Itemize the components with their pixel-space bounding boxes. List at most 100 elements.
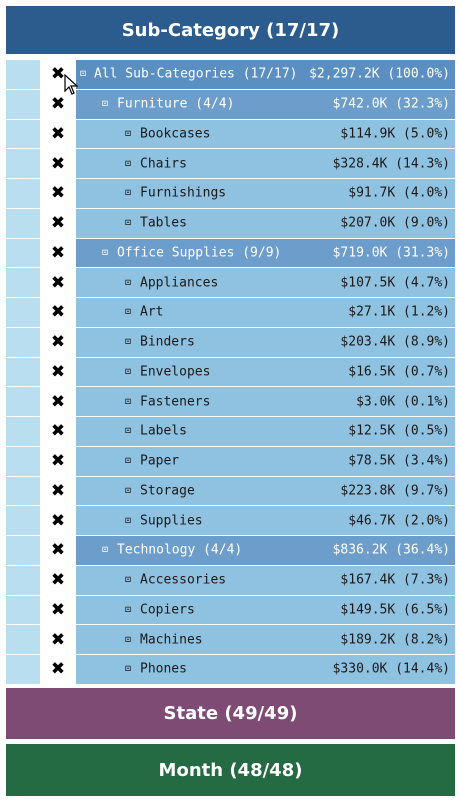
expand-toggle-icon[interactable]: ⊡: [125, 217, 132, 229]
filter-row[interactable]: ✖ ⊡ Storage $223.8K (9.7%): [6, 476, 455, 507]
row-content[interactable]: ⊡ Machines $189.2K (8.2%): [76, 625, 455, 654]
row-label: Bookcases: [140, 126, 211, 142]
filter-row[interactable]: ✖ ⊡ Tables $207.0K (9.0%): [6, 208, 455, 239]
exclude-icon[interactable]: ✖: [41, 327, 75, 357]
expand-toggle-icon[interactable]: ⊡: [125, 306, 132, 318]
row-content[interactable]: ⊡ Binders $203.4K (8.9%): [76, 327, 455, 357]
row-content[interactable]: ⊡ All Sub-Categories (17/17) $2,297.2K (10…: [76, 60, 455, 89]
filter-row[interactable]: ✖ ⊡ Machines $189.2K (8.2%): [6, 625, 455, 655]
row-marker: [6, 327, 40, 357]
expand-toggle-icon[interactable]: ⊡: [125, 366, 132, 378]
row-value: $2,297.2K (100.0%): [309, 66, 450, 82]
expand-toggle-icon[interactable]: ⊡: [125, 336, 132, 348]
filter-row[interactable]: ✖ ⊡ Supplies $46.7K (2.0%): [6, 506, 455, 536]
row-content[interactable]: ⊡ Storage $223.8K (9.7%): [76, 476, 455, 506]
filter-row[interactable]: ✖ ⊡ Art $27.1K (1.2%): [6, 298, 455, 328]
row-content[interactable]: ⊡ Office Supplies (9/9) $719.0K (31.3%): [76, 238, 455, 268]
row-marker: [6, 60, 40, 89]
row-content[interactable]: ⊡ Accessories $167.4K (7.3%): [76, 565, 455, 595]
expand-toggle-icon[interactable]: ⊡: [125, 425, 132, 437]
row-content[interactable]: ⊡ Phones $330.0K (14.4%): [76, 655, 455, 684]
row-label: Furnishings: [140, 185, 227, 201]
filter-row[interactable]: ✖ ⊡ Furnishings $91.7K (4.0%): [6, 179, 455, 209]
expand-toggle-icon[interactable]: ⊡: [125, 515, 132, 527]
row-value: $27.1K (1.2%): [348, 304, 450, 320]
row-content[interactable]: ⊡ Furnishings $91.7K (4.0%): [76, 179, 455, 208]
expand-toggle-icon[interactable]: ⊡: [125, 128, 132, 140]
row-content[interactable]: ⊡ Supplies $46.7K (2.0%): [76, 506, 455, 535]
row-content[interactable]: ⊡ Copiers $149.5K (6.5%): [76, 595, 455, 625]
exclude-icon[interactable]: ✖: [41, 476, 75, 506]
filter-row[interactable]: ✖ ⊡ Appliances $107.5K (4.7%): [6, 268, 455, 298]
expand-toggle-icon[interactable]: ⊡: [125, 604, 132, 616]
filter-row[interactable]: ✖ ⊡ Technology (4/4) $836.2K (36.4%): [6, 536, 455, 566]
expand-toggle-icon[interactable]: ⊡: [102, 98, 109, 110]
exclude-icon[interactable]: ✖: [41, 357, 75, 387]
row-marker: [6, 506, 40, 535]
row-content[interactable]: ⊡ Labels $12.5K (0.5%): [76, 417, 455, 446]
filter-row[interactable]: ✖ ⊡ Bookcases $114.9K (5.0%): [6, 119, 455, 150]
filter-row[interactable]: ✖ ⊡ Paper $78.5K (3.4%): [6, 446, 455, 477]
filter-row[interactable]: ✖ ⊡ Office Supplies (9/9) $719.0K (31.3%): [6, 238, 455, 269]
row-content[interactable]: ⊡ Envelopes $16.5K (0.7%): [76, 357, 455, 387]
exclude-icon[interactable]: ✖: [41, 446, 75, 476]
filter-row[interactable]: ✖ ⊡ Furniture (4/4) $742.0K (32.3%): [6, 89, 455, 120]
exclude-icon[interactable]: ✖: [41, 625, 75, 654]
exclude-icon[interactable]: ✖: [41, 268, 75, 297]
exclude-icon[interactable]: ✖: [41, 298, 75, 327]
expand-toggle-icon[interactable]: ⊡: [125, 485, 132, 497]
row-value: $3.0K (0.1%): [356, 394, 450, 410]
filter-row[interactable]: ✖ ⊡ Phones $330.0K (14.4%): [6, 655, 455, 685]
filter-row[interactable]: ✖ ⊡ Labels $12.5K (0.5%): [6, 417, 455, 447]
exclude-icon[interactable]: ✖: [41, 506, 75, 535]
expand-toggle-icon[interactable]: ⊡: [125, 277, 132, 289]
exclude-icon[interactable]: ✖: [41, 60, 75, 89]
row-content[interactable]: ⊡ Technology (4/4) $836.2K (36.4%): [76, 536, 455, 565]
exclude-icon[interactable]: ✖: [41, 179, 75, 208]
row-content[interactable]: ⊡ Tables $207.0K (9.0%): [76, 208, 455, 238]
state-filter-header[interactable]: State (49/49): [6, 688, 455, 739]
expand-toggle-icon[interactable]: ⊡: [125, 574, 132, 586]
row-content[interactable]: ⊡ Paper $78.5K (3.4%): [76, 446, 455, 476]
expand-toggle-icon[interactable]: ⊡: [125, 158, 132, 170]
exclude-icon[interactable]: ✖: [41, 595, 75, 625]
exclude-icon[interactable]: ✖: [41, 119, 75, 149]
expand-toggle-icon[interactable]: ⊡: [125, 396, 132, 408]
exclude-icon[interactable]: ✖: [41, 149, 75, 178]
row-content[interactable]: ⊡ Fasteners $3.0K (0.1%): [76, 387, 455, 416]
filter-row[interactable]: ✖ ⊡ Accessories $167.4K (7.3%): [6, 565, 455, 596]
filter-row[interactable]: ✖ ⊡ Copiers $149.5K (6.5%): [6, 595, 455, 626]
expand-toggle-icon[interactable]: ⊡: [102, 247, 109, 259]
row-marker: [6, 149, 40, 178]
filter-row[interactable]: ✖ ⊡ All Sub-Categories (17/17) $2,297.2K (1…: [6, 60, 455, 90]
exclude-icon[interactable]: ✖: [41, 565, 75, 595]
exclude-icon[interactable]: ✖: [41, 655, 75, 684]
row-content[interactable]: ⊡ Bookcases $114.9K (5.0%): [76, 119, 455, 149]
expand-toggle-icon[interactable]: ⊡: [125, 663, 132, 675]
exclude-icon[interactable]: ✖: [41, 89, 75, 119]
exclude-icon[interactable]: ✖: [41, 387, 75, 416]
row-content[interactable]: ⊡ Appliances $107.5K (4.7%): [76, 268, 455, 297]
filter-row[interactable]: ✖ ⊡ Envelopes $16.5K (0.7%): [6, 357, 455, 388]
exclude-icon[interactable]: ✖: [41, 238, 75, 268]
exclude-icon[interactable]: ✖: [41, 536, 75, 565]
filter-row[interactable]: ✖ ⊡ Fasteners $3.0K (0.1%): [6, 387, 455, 417]
row-marker: [6, 238, 40, 268]
row-content[interactable]: ⊡ Chairs $328.4K (14.3%): [76, 149, 455, 178]
exclude-icon[interactable]: ✖: [41, 417, 75, 446]
subcategory-filter-header[interactable]: Sub-Category (17/17): [6, 6, 455, 54]
exclude-icon[interactable]: ✖: [41, 208, 75, 238]
row-value: $78.5K (3.4%): [348, 453, 450, 469]
row-content[interactable]: ⊡ Furniture (4/4) $742.0K (32.3%): [76, 89, 455, 119]
expand-toggle-icon[interactable]: ⊡: [102, 544, 109, 556]
row-content[interactable]: ⊡ Art $27.1K (1.2%): [76, 298, 455, 327]
expand-toggle-icon[interactable]: ⊡: [125, 634, 132, 646]
month-filter-header[interactable]: Month (48/48): [6, 744, 455, 796]
row-marker: [6, 179, 40, 208]
filter-row[interactable]: ✖ ⊡ Binders $203.4K (8.9%): [6, 327, 455, 358]
expand-toggle-icon[interactable]: ⊡: [125, 455, 132, 467]
row-value: $223.8K (9.7%): [340, 483, 450, 499]
filter-row[interactable]: ✖ ⊡ Chairs $328.4K (14.3%): [6, 149, 455, 179]
expand-toggle-icon[interactable]: ⊡: [125, 187, 132, 199]
expand-toggle-icon[interactable]: ⊡: [80, 68, 87, 80]
